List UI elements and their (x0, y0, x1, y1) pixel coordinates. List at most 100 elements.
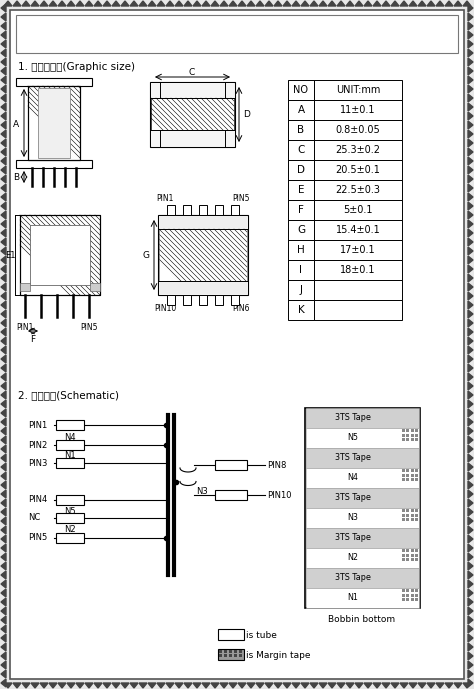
Polygon shape (121, 683, 129, 688)
Bar (219, 650, 222, 653)
Polygon shape (1, 463, 6, 471)
Polygon shape (1, 616, 6, 624)
Polygon shape (1, 454, 6, 462)
Polygon shape (468, 229, 473, 237)
Polygon shape (468, 301, 473, 309)
Text: E1: E1 (5, 251, 15, 260)
Polygon shape (468, 274, 473, 282)
Bar (288, 100, 314, 120)
Bar (314, 100, 402, 120)
Bar (306, 568, 419, 588)
Bar (314, 260, 402, 280)
Bar (199, 295, 207, 305)
Polygon shape (463, 1, 471, 6)
Polygon shape (85, 683, 93, 688)
Polygon shape (468, 346, 473, 354)
Polygon shape (76, 683, 84, 688)
Polygon shape (157, 1, 165, 6)
Polygon shape (355, 683, 363, 688)
Bar (288, 180, 314, 200)
Polygon shape (468, 544, 473, 552)
Polygon shape (436, 1, 444, 6)
Polygon shape (1, 553, 6, 561)
Text: A: A (298, 105, 305, 115)
Polygon shape (274, 683, 282, 688)
Polygon shape (58, 683, 66, 688)
Polygon shape (76, 1, 84, 6)
Bar (239, 654, 242, 657)
Text: PIN3: PIN3 (28, 458, 47, 468)
Polygon shape (468, 508, 473, 516)
Polygon shape (463, 683, 471, 688)
Polygon shape (468, 625, 473, 633)
Polygon shape (1, 499, 6, 507)
Polygon shape (454, 683, 462, 688)
Polygon shape (400, 683, 408, 688)
Polygon shape (40, 1, 48, 6)
Polygon shape (468, 67, 473, 75)
Polygon shape (337, 1, 345, 6)
Text: N3: N3 (196, 487, 208, 496)
Polygon shape (468, 445, 473, 453)
Bar (407, 438, 410, 441)
Bar (219, 654, 222, 657)
Polygon shape (1, 589, 6, 597)
Bar (56, 458, 84, 468)
Polygon shape (468, 166, 473, 174)
Polygon shape (1, 157, 6, 165)
Polygon shape (1, 175, 6, 183)
Text: 3TS Tape: 3TS Tape (335, 493, 371, 502)
Bar (90, 283, 100, 291)
Polygon shape (22, 683, 30, 688)
Bar (215, 295, 223, 305)
Bar (16, 15, 458, 53)
Polygon shape (265, 1, 273, 6)
Bar (306, 548, 419, 568)
Polygon shape (468, 607, 473, 615)
Text: N4: N4 (347, 473, 358, 482)
Polygon shape (1, 31, 6, 39)
Polygon shape (1, 193, 6, 201)
Bar (224, 654, 227, 657)
Text: J: J (300, 285, 302, 295)
Bar (402, 429, 405, 432)
Bar (411, 469, 414, 472)
Polygon shape (468, 679, 473, 687)
Text: NO: NO (293, 85, 309, 95)
Polygon shape (468, 481, 473, 489)
Polygon shape (1, 670, 6, 678)
Polygon shape (1, 265, 6, 273)
Text: PIN4: PIN4 (28, 495, 47, 504)
Bar (158, 215, 248, 295)
Text: 18±0.1: 18±0.1 (340, 265, 376, 275)
Bar (402, 509, 405, 512)
Polygon shape (202, 683, 210, 688)
Bar (411, 509, 414, 512)
Bar (239, 650, 242, 653)
Polygon shape (1, 4, 6, 12)
Text: G: G (297, 225, 305, 235)
Polygon shape (1, 436, 6, 444)
Polygon shape (1, 373, 6, 381)
Text: 1. 图形尺寸：(Graphic size): 1. 图形尺寸：(Graphic size) (18, 62, 135, 72)
Polygon shape (468, 670, 473, 678)
Polygon shape (468, 472, 473, 480)
Polygon shape (1, 607, 6, 615)
Polygon shape (301, 1, 309, 6)
Bar (231, 295, 239, 305)
Bar (407, 473, 410, 477)
Polygon shape (468, 571, 473, 579)
Text: PIN5: PIN5 (232, 194, 250, 203)
Polygon shape (175, 1, 183, 6)
Bar (402, 598, 405, 601)
Bar (407, 518, 410, 521)
Polygon shape (130, 683, 138, 688)
Polygon shape (436, 683, 444, 688)
Polygon shape (468, 337, 473, 345)
Polygon shape (103, 683, 111, 688)
Text: B: B (298, 125, 305, 135)
Polygon shape (31, 1, 39, 6)
Bar (306, 408, 419, 428)
Bar (416, 589, 419, 592)
Bar (306, 508, 419, 528)
